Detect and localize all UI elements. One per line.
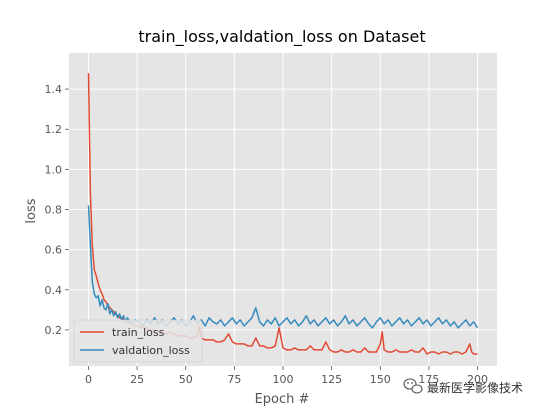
legend-label-valdation-loss: valdation_loss (112, 344, 190, 357)
legend: train_loss valdation_loss (73, 319, 203, 363)
chart-title: train_loss,valdation_loss on Dataset (138, 27, 425, 47)
watermark-text: 最新医学影像技术 (427, 380, 523, 395)
y-tick-label: 0.6 (45, 244, 63, 257)
legend-box (73, 319, 203, 363)
series-line-valdation-loss (87, 205, 479, 329)
x-tick-label: 25 (130, 373, 144, 386)
grid (69, 53, 497, 366)
y-tick-label: 1.4 (45, 83, 63, 96)
ticks: 0 25 50 75 100 125 150 175 200 0.2 0.4 0.6 0.8 1.0 1.2… (45, 83, 489, 386)
y-axis-label: loss (24, 198, 39, 223)
wechat-icon (403, 378, 423, 394)
x-tick-label: 150 (370, 373, 391, 386)
x-axis-label: Epoch # (255, 392, 310, 407)
x-tick-label: 200 (467, 373, 488, 386)
x-tick-label: 0 (85, 373, 92, 386)
x-tick-label: 100 (273, 373, 294, 386)
x-tick-label: 75 (227, 373, 241, 386)
legend-label-train-loss: train_loss (112, 326, 165, 339)
x-tick-label: 125 (321, 373, 342, 386)
y-tick-label: 1.0 (45, 163, 63, 176)
x-tick-label: 50 (179, 373, 193, 386)
x-tick-label: 175 (418, 373, 439, 386)
y-tick-label: 0.8 (45, 204, 63, 217)
y-tick-label: 1.2 (45, 123, 63, 136)
y-tick-label: 0.2 (45, 324, 63, 337)
y-tick-label: 0.4 (45, 284, 63, 297)
watermark: 最新医学影像技术 (403, 378, 523, 395)
